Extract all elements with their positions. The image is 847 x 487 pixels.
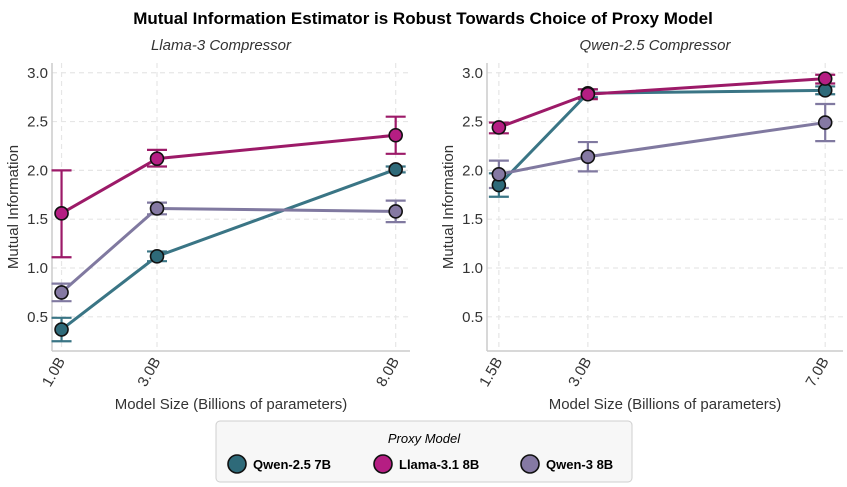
x-tick-label: 3.0B: [134, 355, 164, 390]
x-tick-label: 1.5B: [476, 355, 506, 390]
series-line-llama-3-1-8b: [498, 77, 826, 129]
y-tick-label: 2.5: [462, 114, 483, 131]
x-tick-label: 7.0B: [803, 355, 833, 390]
legend-marker: [520, 454, 540, 474]
y-tick-label: 3.0: [462, 65, 483, 82]
y-axis-label: Mutual Information: [440, 145, 457, 269]
figure-title: Mutual Information Estimator is Robust T…: [133, 9, 713, 28]
data-point-qwen-3-8b: [388, 204, 403, 219]
legend-item-llama-3-1-8b: Llama-3.1 8B: [373, 454, 479, 474]
legend-title: Proxy Model: [388, 431, 461, 446]
y-tick-label: 0.5: [27, 309, 48, 326]
y-tick-label: 1.0: [462, 260, 483, 277]
data-point-qwen-3-8b: [817, 115, 833, 130]
x-tick-label: 3.0B: [565, 355, 595, 390]
legend-marker: [373, 454, 393, 474]
panel-2-title: Qwen-2.5 Compressor: [580, 37, 732, 54]
legend-item-qwen-2-5-7b: Qwen-2.5 7B: [227, 454, 331, 474]
data-point-llama-3-1-8b: [388, 127, 403, 143]
y-axis-label: Mutual Information: [5, 145, 22, 269]
y-tick-label: 2.5: [27, 114, 48, 131]
data-point-qwen-3-8b: [54, 285, 69, 300]
series-line-qwen-3-8b: [498, 121, 826, 176]
y-tick-label: 0.5: [462, 309, 483, 326]
y-tick-label: 1.5: [462, 211, 483, 228]
x-tick-label: 8.0B: [373, 355, 403, 390]
data-point-qwen-2-5-7b: [54, 322, 69, 337]
panel-1-title: Llama-3 Compressor: [151, 37, 292, 54]
chart-panels: Llama-3 Compressor 0.5 1.0 1.5 2.0 2.5 3.0 1.0B…: [5, 37, 843, 413]
y-tick-label: 2.0: [462, 162, 483, 179]
x-axis-label: Model Size (Billions of parameters): [549, 396, 782, 413]
legend-item-qwen-3-8b: Qwen-3 8B: [520, 454, 613, 474]
y-tick-label: 3.0: [27, 65, 48, 82]
legend-marker: [227, 454, 247, 474]
data-point-llama-3-1-8b: [149, 151, 165, 166]
legend-label: Llama-3.1 8B: [399, 457, 479, 472]
data-point-qwen-2-5-7b: [388, 162, 403, 177]
x-tick-label: 1.0B: [39, 355, 69, 390]
data-point-llama-3-1-8b: [817, 71, 833, 86]
legend: Proxy Model Qwen-2.5 7B Llama-3.1 8B Qwen-3…: [215, 420, 633, 483]
errorbars-qwen-3-8b: [51, 199, 406, 303]
data-point-qwen-3-8b: [491, 166, 507, 182]
data-point-qwen-3-8b: [580, 149, 596, 165]
data-point-llama-3-1-8b: [580, 86, 596, 102]
panel-1: Llama-3 Compressor 0.5 1.0 1.5 2.0 2.5 3.0 1.0B…: [5, 37, 410, 413]
y-tick-label: 2.0: [27, 162, 48, 179]
y-tick-label: 1.0: [27, 260, 48, 277]
data-point-llama-3-1-8b: [491, 120, 507, 135]
y-tick-label: 1.5: [27, 211, 48, 228]
legend-label: Qwen-2.5 7B: [253, 457, 331, 472]
data-point-qwen-3-8b: [149, 201, 165, 216]
series-line-llama-3-1-8b: [60, 133, 396, 215]
data-point-qwen-2-5-7b: [149, 249, 165, 264]
panel-2: Qwen-2.5 Compressor 0.5 1.0 1.5 2.0 2.5 3.0 1.5…: [440, 37, 843, 413]
errorbars-llama-3-1-8b: [488, 73, 836, 135]
series-line-qwen-3-8b: [60, 206, 396, 294]
legend-label: Qwen-3 8B: [546, 457, 613, 472]
data-point-llama-3-1-8b: [54, 206, 69, 221]
x-axis-label: Model Size (Billions of parameters): [115, 396, 348, 413]
